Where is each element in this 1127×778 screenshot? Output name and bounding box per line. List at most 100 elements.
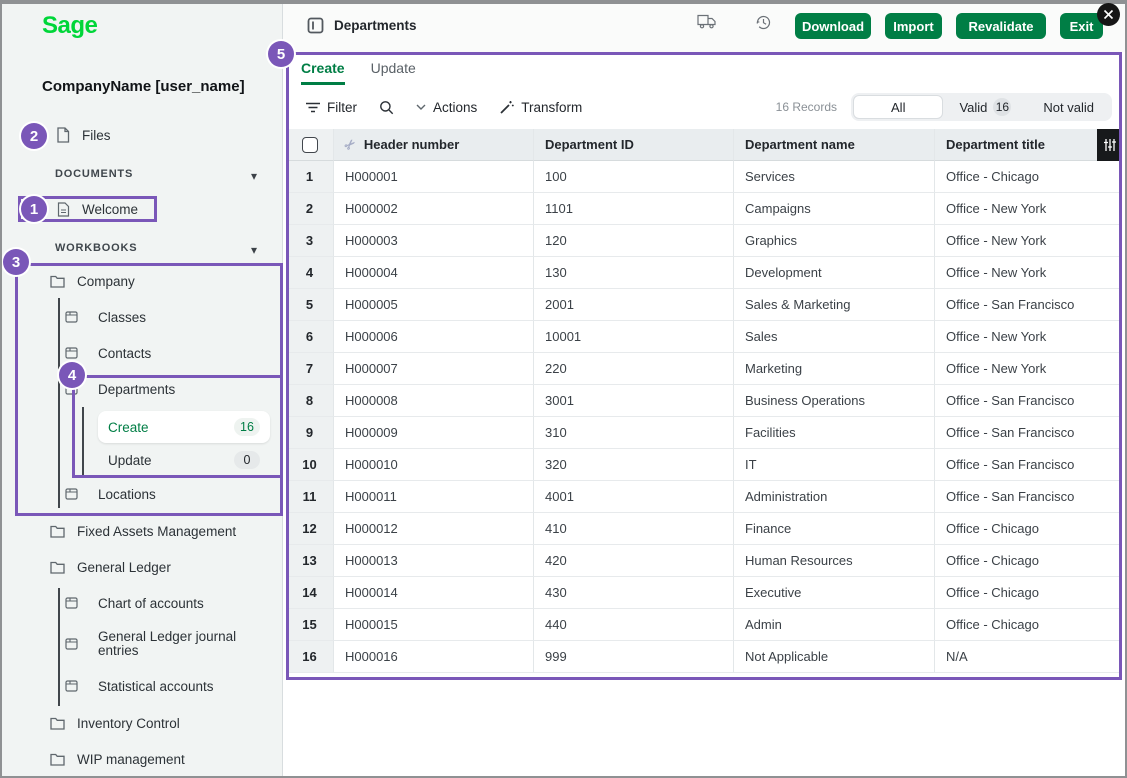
sidebar-item-locations[interactable]: Locations xyxy=(65,482,156,506)
cell-department-id[interactable]: 3001 xyxy=(534,385,734,417)
import-button[interactable]: Import xyxy=(885,13,942,39)
cell-department-name[interactable]: IT xyxy=(734,449,935,481)
cell-header-number[interactable]: H000002 xyxy=(334,193,534,225)
cell-department-title[interactable]: Office - San Francisco xyxy=(935,417,1122,449)
cell-header-number[interactable]: H000008 xyxy=(334,385,534,417)
sidebar-item-chart-of-accounts[interactable]: Chart of accounts xyxy=(65,591,204,615)
cell-department-name[interactable]: Sales xyxy=(734,321,935,353)
chevron-down-icon[interactable]: ▾ xyxy=(251,170,257,182)
cell-department-name[interactable]: Not Applicable xyxy=(734,641,935,673)
cell-header-number[interactable]: H000013 xyxy=(334,545,534,577)
cell-header-number[interactable]: H000011 xyxy=(334,481,534,513)
cell-department-name[interactable]: Admin xyxy=(734,609,935,641)
cell-department-name[interactable]: Human Resources xyxy=(734,545,935,577)
sidebar-item-fixed-assets[interactable]: Fixed Assets Management xyxy=(50,519,236,543)
cell-department-title[interactable]: Office - Chicago xyxy=(935,609,1122,641)
cell-department-name[interactable]: Graphics xyxy=(734,225,935,257)
sidebar-item-create[interactable]: Create 16 xyxy=(98,411,270,443)
chevron-down-icon[interactable]: ▾ xyxy=(251,244,257,256)
cell-header-number[interactable]: H000004 xyxy=(334,257,534,289)
cell-header-number[interactable]: H000014 xyxy=(334,577,534,609)
cell-header-number[interactable]: H000009 xyxy=(334,417,534,449)
download-button[interactable]: Download xyxy=(795,13,871,39)
cell-department-name[interactable]: Facilities xyxy=(734,417,935,449)
tab-create[interactable]: Create xyxy=(301,60,345,85)
cell-header-number[interactable]: H000003 xyxy=(334,225,534,257)
cell-department-id[interactable]: 440 xyxy=(534,609,734,641)
sidebar-item-general-ledger[interactable]: General Ledger xyxy=(50,555,171,579)
cell-header-number[interactable]: H000015 xyxy=(334,609,534,641)
sidebar-item-contacts[interactable]: Contacts xyxy=(65,341,151,365)
cell-header-number[interactable]: H000006 xyxy=(334,321,534,353)
history-icon[interactable] xyxy=(755,14,772,31)
cell-department-name[interactable]: Sales & Marketing xyxy=(734,289,935,321)
cell-department-id[interactable]: 100 xyxy=(534,161,734,193)
sidebar-item-wip-management[interactable]: WIP management xyxy=(50,747,185,771)
cell-header-number[interactable]: H000001 xyxy=(334,161,534,193)
column-header-department-name[interactable]: Department name xyxy=(734,129,935,161)
cell-department-name[interactable]: Administration xyxy=(734,481,935,513)
tab-update[interactable]: Update xyxy=(371,60,416,85)
cell-department-title[interactable]: Office - San Francisco xyxy=(935,385,1122,417)
cell-department-id[interactable]: 10001 xyxy=(534,321,734,353)
cell-department-title[interactable]: Office - New York xyxy=(935,257,1122,289)
cell-department-name[interactable]: Business Operations xyxy=(734,385,935,417)
cell-header-number[interactable]: H000016 xyxy=(334,641,534,673)
cell-department-title[interactable]: Office - San Francisco xyxy=(935,449,1122,481)
sidebar-item-classes[interactable]: Classes xyxy=(65,305,146,329)
cell-department-name[interactable]: Development xyxy=(734,257,935,289)
filter-button[interactable]: Filter xyxy=(306,100,357,115)
revalidate-button[interactable]: Revalidate xyxy=(956,13,1046,39)
cell-department-title[interactable]: Office - New York xyxy=(935,321,1122,353)
cell-header-number[interactable]: H000007 xyxy=(334,353,534,385)
cell-department-title[interactable]: Office - Chicago xyxy=(935,577,1122,609)
select-all-checkbox[interactable] xyxy=(302,137,318,153)
cell-department-name[interactable]: Services xyxy=(734,161,935,193)
cell-department-title[interactable]: Office - New York xyxy=(935,353,1122,385)
column-header-department-title[interactable]: Department title xyxy=(935,129,1122,161)
cell-department-id[interactable]: 130 xyxy=(534,257,734,289)
segment-valid[interactable]: Valid 16 xyxy=(943,95,1027,119)
sidebar-item-update[interactable]: Update 0 xyxy=(98,448,270,472)
cell-department-title[interactable]: Office - Chicago xyxy=(935,513,1122,545)
section-header-documents[interactable]: DOCUMENTS xyxy=(55,167,133,181)
sidebar-item-company[interactable]: Company xyxy=(50,269,135,293)
cell-header-number[interactable]: H000012 xyxy=(334,513,534,545)
cell-department-name[interactable]: Finance xyxy=(734,513,935,545)
cell-department-id[interactable]: 310 xyxy=(534,417,734,449)
cell-department-id[interactable]: 1101 xyxy=(534,193,734,225)
cell-department-id[interactable]: 430 xyxy=(534,577,734,609)
cell-header-number[interactable]: H000005 xyxy=(334,289,534,321)
cell-department-title[interactable]: Office - San Francisco xyxy=(935,289,1122,321)
cell-department-title[interactable]: N/A xyxy=(935,641,1122,673)
column-header-department-id[interactable]: Department ID xyxy=(534,129,734,161)
cell-department-title[interactable]: Office - Chicago xyxy=(935,161,1122,193)
actions-menu[interactable]: Actions xyxy=(416,100,477,115)
cell-department-title[interactable]: Office - New York xyxy=(935,193,1122,225)
cell-department-id[interactable]: 999 xyxy=(534,641,734,673)
cell-department-id[interactable]: 4001 xyxy=(534,481,734,513)
segment-not-valid[interactable]: Not valid xyxy=(1027,95,1110,119)
sidebar-item-statistical-accounts[interactable]: Statistical accounts xyxy=(65,674,214,698)
cell-department-title[interactable]: Office - New York xyxy=(935,225,1122,257)
cell-department-id[interactable]: 2001 xyxy=(534,289,734,321)
cell-department-name[interactable]: Campaigns xyxy=(734,193,935,225)
column-settings-button[interactable] xyxy=(1097,129,1122,161)
cell-header-number[interactable]: H000010 xyxy=(334,449,534,481)
close-button[interactable] xyxy=(1097,3,1120,26)
cell-department-id[interactable]: 220 xyxy=(534,353,734,385)
cell-department-id[interactable]: 420 xyxy=(534,545,734,577)
transform-menu[interactable]: Transform xyxy=(499,100,582,115)
cell-department-id[interactable]: 120 xyxy=(534,225,734,257)
cell-department-name[interactable]: Executive xyxy=(734,577,935,609)
cell-department-name[interactable]: Marketing xyxy=(734,353,935,385)
sidebar-item-inventory-control[interactable]: Inventory Control xyxy=(50,711,180,735)
sidebar-item-files[interactable]: Files xyxy=(56,123,111,147)
cell-department-id[interactable]: 320 xyxy=(534,449,734,481)
sidebar-item-gl-journal-entries[interactable]: General Ledger journal entries xyxy=(65,625,238,663)
search-button[interactable] xyxy=(379,100,394,115)
section-header-workbooks[interactable]: WORKBOOKS xyxy=(55,241,137,255)
column-header-header-number[interactable]: ✂ Header number xyxy=(334,129,534,161)
sidebar-item-welcome[interactable]: Welcome xyxy=(57,197,138,221)
cell-department-id[interactable]: 410 xyxy=(534,513,734,545)
